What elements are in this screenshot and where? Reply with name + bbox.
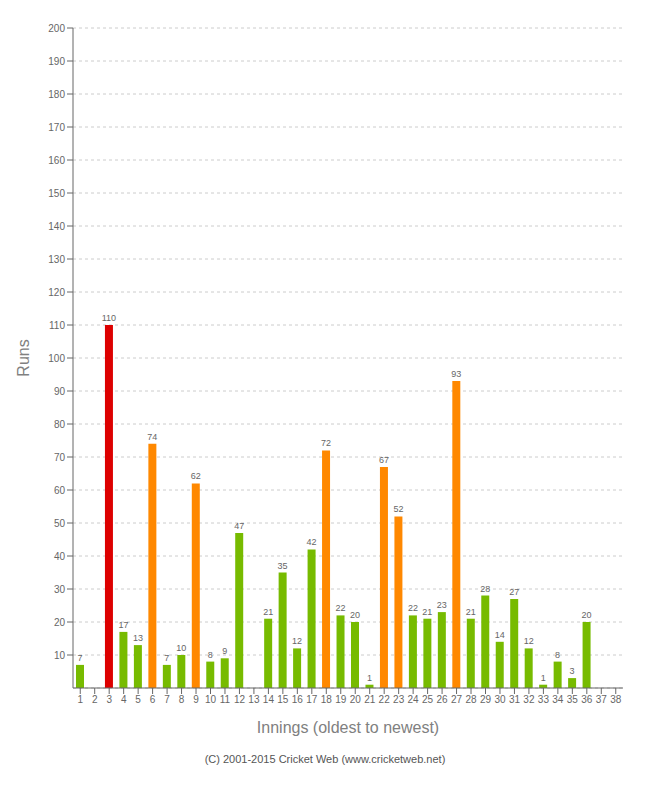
svg-text:1: 1 <box>541 673 546 683</box>
svg-text:32: 32 <box>523 694 535 705</box>
svg-text:47: 47 <box>234 521 244 531</box>
svg-text:13: 13 <box>248 694 260 705</box>
svg-text:14: 14 <box>263 694 275 705</box>
svg-text:19: 19 <box>335 694 347 705</box>
svg-text:29: 29 <box>480 694 492 705</box>
svg-text:10: 10 <box>176 643 186 653</box>
svg-text:4: 4 <box>121 694 127 705</box>
svg-text:72: 72 <box>321 438 331 448</box>
svg-text:35: 35 <box>567 694 579 705</box>
svg-text:100: 100 <box>48 353 65 364</box>
svg-text:10: 10 <box>205 694 217 705</box>
svg-text:3: 3 <box>570 666 575 676</box>
svg-text:26: 26 <box>437 694 449 705</box>
html-text:(C) 2001-2015 Cricket Web (www: (C) 2001-2015 Cricket Web (www.cricketwe… <box>204 753 446 765</box>
svg-text:23: 23 <box>437 600 447 610</box>
svg-text:36: 36 <box>581 694 593 705</box>
svg-text:120: 120 <box>48 287 65 298</box>
svg-text:18: 18 <box>321 694 333 705</box>
svg-text:74: 74 <box>147 432 157 442</box>
svg-text:110: 110 <box>102 313 116 323</box>
svg-text:30: 30 <box>54 584 66 595</box>
svg-text:12: 12 <box>524 636 534 646</box>
svg-text:110: 110 <box>49 320 65 331</box>
svg-text:22: 22 <box>408 603 418 613</box>
svg-text:40: 40 <box>54 551 66 562</box>
svg-text:13: 13 <box>133 633 143 643</box>
svg-text:20: 20 <box>350 610 360 620</box>
svg-text:35: 35 <box>278 561 288 571</box>
svg-text:180: 180 <box>48 89 65 100</box>
svg-text:160: 160 <box>48 155 65 166</box>
svg-text:9: 9 <box>193 694 199 705</box>
svg-text:25: 25 <box>422 694 434 705</box>
svg-text:Runs: Runs <box>15 339 32 376</box>
svg-text:70: 70 <box>54 452 66 463</box>
svg-text:170: 170 <box>48 122 65 133</box>
svg-text:7: 7 <box>77 653 82 663</box>
svg-text:21: 21 <box>364 694 376 705</box>
svg-text:8: 8 <box>208 650 213 660</box>
svg-text:20: 20 <box>582 610 592 620</box>
svg-text:23: 23 <box>393 694 405 705</box>
svg-text:24: 24 <box>408 694 420 705</box>
svg-text:8: 8 <box>179 694 185 705</box>
svg-text:90: 90 <box>54 386 66 397</box>
svg-text:16: 16 <box>292 694 304 705</box>
svg-text:11: 11 <box>220 694 231 705</box>
svg-text:7: 7 <box>164 653 169 663</box>
svg-text:1: 1 <box>77 694 83 705</box>
svg-text:12: 12 <box>292 636 302 646</box>
svg-text:67: 67 <box>379 455 389 465</box>
svg-text:30: 30 <box>494 694 506 705</box>
svg-text:Innings (oldest to newest): Innings (oldest to newest) <box>257 719 439 736</box>
svg-text:93: 93 <box>451 369 461 379</box>
svg-text:37: 37 <box>596 694 608 705</box>
svg-text:17: 17 <box>306 694 318 705</box>
svg-text:200: 200 <box>48 23 65 34</box>
svg-text:22: 22 <box>336 603 346 613</box>
svg-text:15: 15 <box>277 694 289 705</box>
svg-text:27: 27 <box>451 694 463 705</box>
svg-text:62: 62 <box>191 471 201 481</box>
svg-text:33: 33 <box>538 694 550 705</box>
svg-text:9: 9 <box>222 646 227 656</box>
svg-text:34: 34 <box>552 694 564 705</box>
svg-text:60: 60 <box>54 485 66 496</box>
svg-text:27: 27 <box>509 587 519 597</box>
svg-text:14: 14 <box>495 630 505 640</box>
svg-text:8: 8 <box>555 650 560 660</box>
svg-text:42: 42 <box>307 537 317 547</box>
svg-text:17: 17 <box>118 620 128 630</box>
svg-text:12: 12 <box>234 694 246 705</box>
svg-text:50: 50 <box>54 518 66 529</box>
svg-text:2: 2 <box>92 694 98 705</box>
svg-text:1: 1 <box>367 673 372 683</box>
svg-text:190: 190 <box>48 56 65 67</box>
svg-text:52: 52 <box>393 504 403 514</box>
svg-text:20: 20 <box>54 617 66 628</box>
svg-text:3: 3 <box>106 694 112 705</box>
svg-text:28: 28 <box>480 584 490 594</box>
svg-text:150: 150 <box>48 188 65 199</box>
svg-text:80: 80 <box>54 419 66 430</box>
svg-text:140: 140 <box>48 221 65 232</box>
svg-text:22: 22 <box>379 694 391 705</box>
svg-text:28: 28 <box>465 694 477 705</box>
svg-text:21: 21 <box>422 607 432 617</box>
svg-text:5: 5 <box>135 694 141 705</box>
svg-text:38: 38 <box>610 694 622 705</box>
svg-text:7: 7 <box>164 694 170 705</box>
svg-text:6: 6 <box>150 694 156 705</box>
svg-text:21: 21 <box>466 607 476 617</box>
svg-text:21: 21 <box>263 607 273 617</box>
svg-text:31: 31 <box>509 694 521 705</box>
svg-text:20: 20 <box>350 694 362 705</box>
svg-text:130: 130 <box>48 254 65 265</box>
svg-text:10: 10 <box>54 650 66 661</box>
